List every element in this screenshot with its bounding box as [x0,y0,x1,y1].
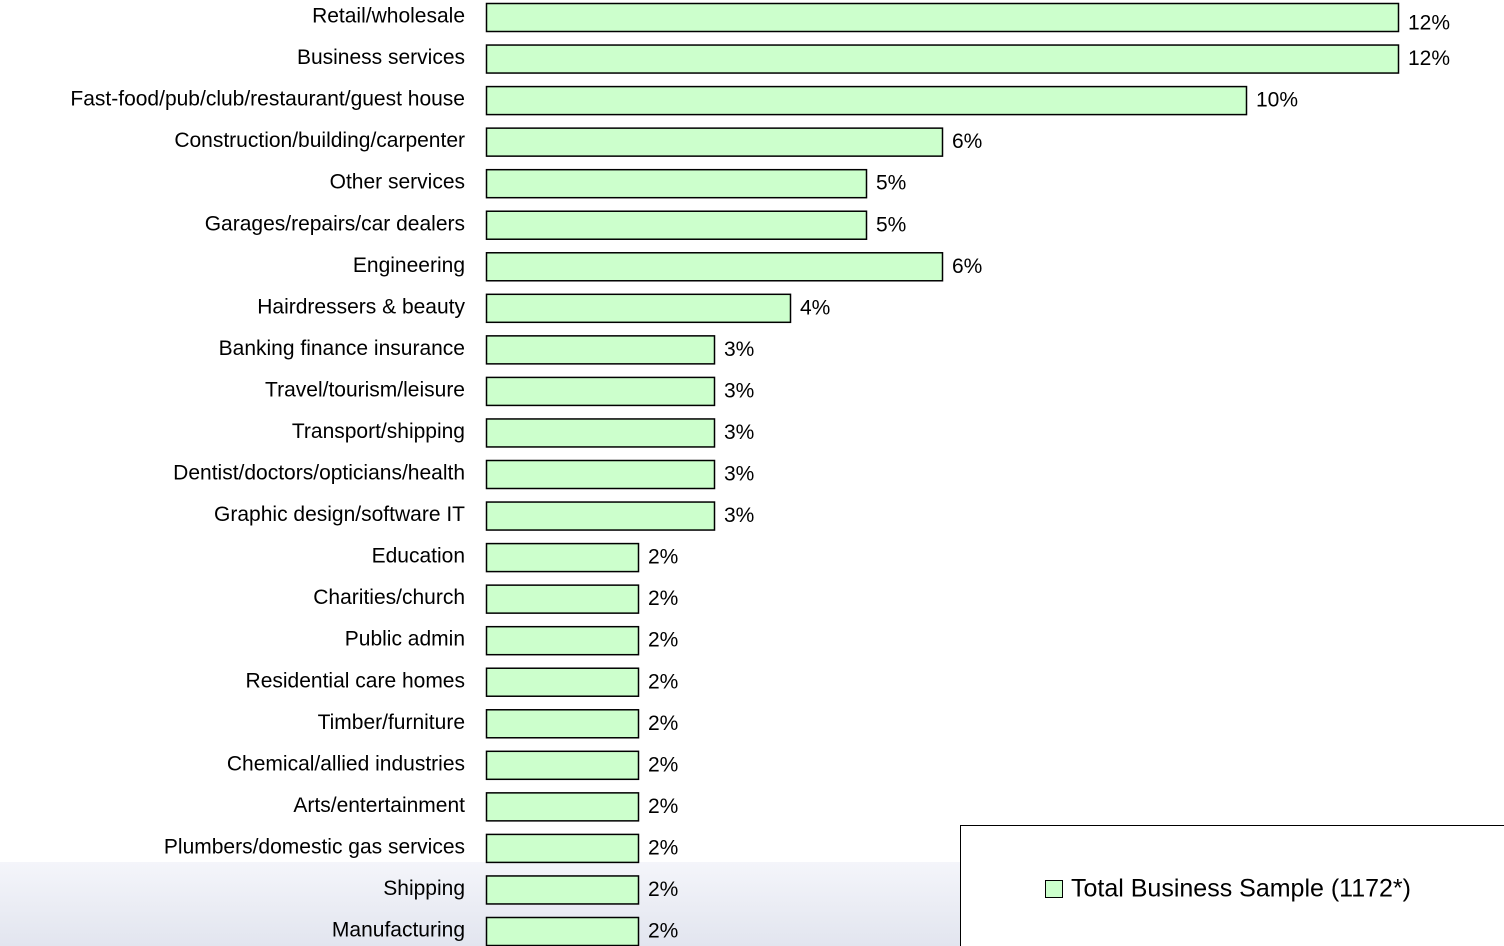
data-label: 3% [724,338,754,361]
data-label: 12% [1408,12,1450,35]
y-tick-label: Charities/church [313,586,465,609]
legend-swatch [1045,880,1063,898]
y-tick-label: Travel/tourism/leisure [265,378,465,401]
y-tick-label: Plumbers/domestic gas services [164,835,465,858]
y-tick-label: Transport/shipping [292,420,465,443]
data-label: 2% [648,920,678,943]
y-tick-label: Business services [297,46,465,69]
data-label: 3% [724,504,754,527]
bar [485,459,716,490]
y-tick-label: Arts/entertainment [293,794,465,817]
y-tick-label: Dentist/doctors/opticians/health [173,462,465,485]
bar [485,667,640,697]
y-tick-label: Banking finance insurance [219,337,465,360]
data-label: 12% [1408,47,1450,70]
y-tick-label: Garages/repairs/car dealers [205,212,465,235]
bar [485,584,640,614]
data-label: 3% [724,379,754,402]
y-tick-label: Graphic design/software IT [214,503,465,526]
data-label: 2% [648,629,678,652]
y-tick-label: Hairdressers & beauty [257,295,465,318]
y-tick-label: Timber/furniture [318,711,465,734]
y-tick-label: Residential care homes [246,669,465,692]
bar [485,2,1400,33]
bar [485,709,640,739]
y-tick-label: Public admin [345,628,465,651]
data-label: 2% [648,878,678,901]
y-tick-label: Engineering [353,254,465,277]
legend-label: Total Business Sample (1172*) [1071,875,1411,903]
bar [485,542,640,573]
bar [485,916,640,946]
bar [485,501,716,531]
data-label: 10% [1256,89,1298,112]
y-tick-label: Other services [330,171,465,194]
bar [485,833,640,864]
bar [485,625,640,656]
data-label: 2% [648,670,678,693]
y-tick-label: Fast-food/pub/club/restaurant/guest hous… [70,88,465,111]
data-label: 2% [648,836,678,859]
data-label: 6% [952,255,982,278]
y-tick-label: Education [372,545,465,568]
data-label: 3% [724,421,754,444]
bar [485,127,944,157]
bar [485,875,640,905]
data-label: 4% [800,296,830,319]
bar [485,85,1248,116]
y-tick-label: Retail/wholesale [312,5,465,28]
y-tick-label: Chemical/allied industries [227,752,465,775]
bar [485,293,792,324]
bar [485,168,868,199]
bar [485,252,944,282]
data-label: 2% [648,712,678,735]
data-label: 2% [648,587,678,610]
y-tick-label: Construction/building/carpenter [174,129,465,152]
bar [485,792,640,822]
background-strip [0,862,960,946]
bar [485,210,868,240]
bar [485,335,716,365]
bar [485,376,716,407]
data-label: 2% [648,753,678,776]
y-tick-label: Shipping [383,877,465,900]
y-tick-label: Manufacturing [332,919,465,942]
data-label: 2% [648,546,678,569]
data-label: 5% [876,213,906,236]
data-label: 6% [952,130,982,153]
bar [485,44,1400,74]
bar [485,750,640,781]
data-label: 2% [648,795,678,818]
data-label: 5% [876,172,906,195]
bar [485,418,716,448]
data-label: 3% [724,463,754,486]
